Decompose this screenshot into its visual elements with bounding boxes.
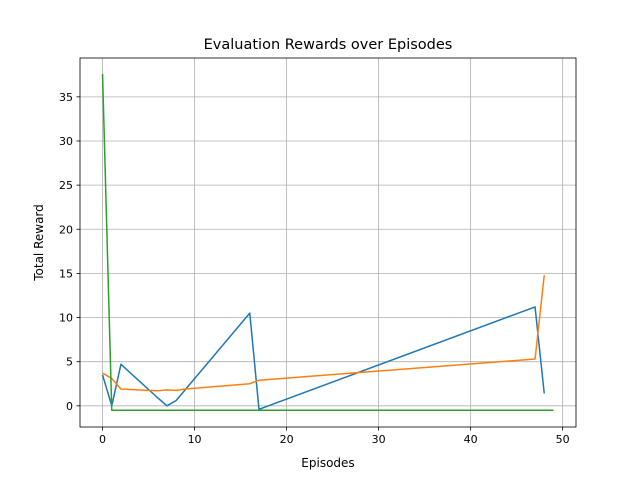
x-axis-label: Episodes bbox=[301, 456, 354, 470]
y-tick-label: 20 bbox=[59, 223, 73, 236]
series-lines bbox=[101, 73, 554, 411]
x-tick-label: 20 bbox=[280, 433, 294, 446]
grid-lines bbox=[80, 58, 576, 427]
y-axis-label: Total Reward bbox=[32, 204, 46, 282]
x-tick-label: 50 bbox=[556, 433, 570, 446]
y-tick-label: 30 bbox=[59, 135, 73, 148]
series-line-3 bbox=[101, 73, 554, 411]
y-tick-label: 15 bbox=[59, 267, 73, 280]
x-tick-label: 0 bbox=[99, 433, 106, 446]
series-line-1 bbox=[101, 306, 545, 411]
y-tick-label: 10 bbox=[59, 312, 73, 325]
y-tick-label: 5 bbox=[66, 356, 73, 369]
x-tick-label: 30 bbox=[372, 433, 386, 446]
x-tick-label: 40 bbox=[464, 433, 478, 446]
y-tick-label: 25 bbox=[59, 179, 73, 192]
y-tick-label: 0 bbox=[66, 400, 73, 413]
chart-title: Evaluation Rewards over Episodes bbox=[204, 37, 453, 53]
x-tick-label: 10 bbox=[188, 433, 202, 446]
axis-ticks: 0 10 20 30 40 50 0 5 10 15 20 25 30 35 bbox=[59, 91, 570, 446]
series-line-2 bbox=[102, 275, 545, 392]
y-tick-label: 35 bbox=[59, 91, 73, 104]
plot-frame bbox=[79, 57, 577, 428]
